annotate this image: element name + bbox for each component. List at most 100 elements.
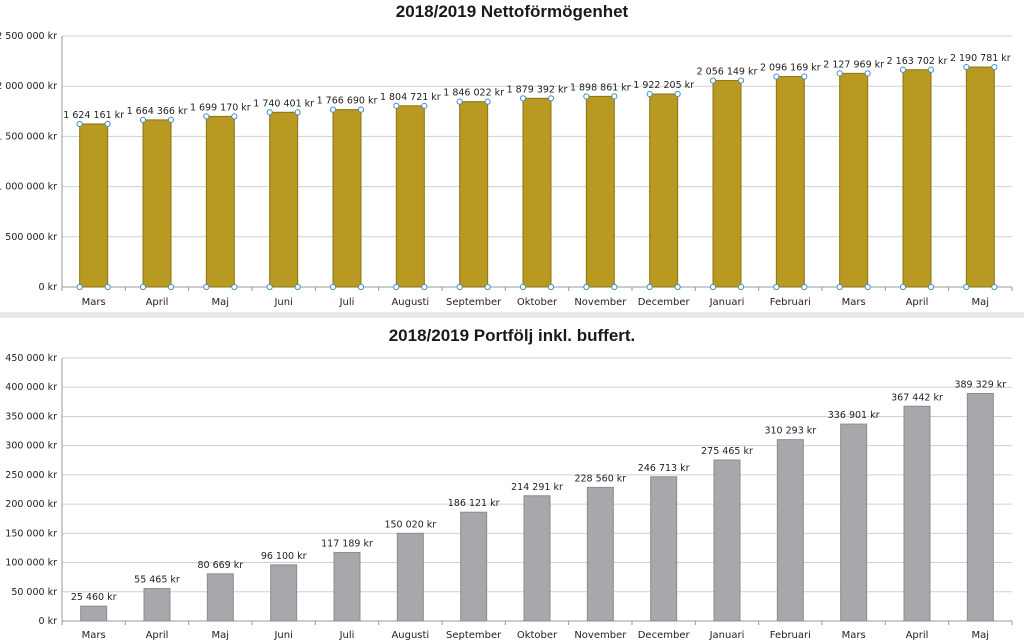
selection-handle[interactable] xyxy=(773,73,780,80)
selection-handle[interactable] xyxy=(801,283,808,291)
selection-handle[interactable] xyxy=(709,283,717,291)
bar[interactable] xyxy=(585,95,615,288)
bar[interactable] xyxy=(205,115,235,288)
selection-handle[interactable] xyxy=(139,116,147,123)
data-label: 1 740 401 kr xyxy=(253,98,314,109)
selection-handle[interactable] xyxy=(963,283,970,291)
bar[interactable] xyxy=(712,80,742,288)
selection-handle[interactable] xyxy=(963,63,970,71)
selection-handle[interactable] xyxy=(674,283,681,291)
selection-handle[interactable] xyxy=(773,283,780,291)
bar[interactable] xyxy=(776,439,804,622)
selection-handle[interactable] xyxy=(864,70,871,77)
selection-handle[interactable] xyxy=(266,283,273,291)
bar[interactable] xyxy=(839,72,869,288)
selection-handle[interactable] xyxy=(836,283,843,291)
bar[interactable] xyxy=(143,588,171,622)
bar[interactable] xyxy=(459,101,489,288)
selection-handle[interactable] xyxy=(393,283,400,291)
y-tick-label: 150 000 kr xyxy=(5,528,57,539)
bar[interactable] xyxy=(650,476,678,622)
selection-handle[interactable] xyxy=(519,283,527,291)
bar[interactable] xyxy=(522,97,552,288)
bar[interactable] xyxy=(903,405,931,622)
selection-handle[interactable] xyxy=(737,283,745,291)
bar[interactable] xyxy=(775,76,805,288)
selection-handle[interactable] xyxy=(927,66,935,73)
selection-handle[interactable] xyxy=(167,116,175,123)
selection-handle[interactable] xyxy=(737,77,745,84)
selection-handle[interactable] xyxy=(519,95,527,102)
selection-handle[interactable] xyxy=(899,283,907,291)
selection-handle[interactable] xyxy=(899,66,907,73)
selection-handle[interactable] xyxy=(611,283,618,291)
bar[interactable] xyxy=(79,123,109,288)
selection-handle[interactable] xyxy=(266,109,273,116)
bar[interactable] xyxy=(206,573,234,622)
x-tick-label: Mars xyxy=(842,297,866,308)
selection-handle[interactable] xyxy=(203,113,210,120)
selection-handle[interactable] xyxy=(421,283,428,291)
selection-handle[interactable] xyxy=(709,77,717,84)
bar[interactable] xyxy=(965,66,995,288)
bar[interactable] xyxy=(80,605,108,622)
selection-handle[interactable] xyxy=(991,283,998,291)
selection-handle[interactable] xyxy=(294,283,301,291)
bar[interactable] xyxy=(649,93,679,288)
selection-handle[interactable] xyxy=(646,283,653,291)
data-label: 2 127 969 kr xyxy=(823,59,884,70)
selection-handle[interactable] xyxy=(864,283,871,291)
selection-handle[interactable] xyxy=(167,283,175,291)
selection-handle[interactable] xyxy=(76,283,83,291)
selection-handle[interactable] xyxy=(231,113,238,120)
bar[interactable] xyxy=(460,511,488,622)
selection-handle[interactable] xyxy=(484,98,491,105)
bar[interactable] xyxy=(270,564,298,622)
selection-handle[interactable] xyxy=(583,283,590,291)
selection-handle[interactable] xyxy=(927,283,935,291)
selection-handle[interactable] xyxy=(139,283,147,291)
selection-handle[interactable] xyxy=(611,93,618,100)
y-tick-label: 500 000 kr xyxy=(5,232,57,243)
bar[interactable] xyxy=(142,119,172,288)
bar[interactable] xyxy=(333,552,361,622)
selection-handle[interactable] xyxy=(484,283,491,291)
bar[interactable] xyxy=(395,105,425,288)
selection-handle[interactable] xyxy=(547,283,555,291)
bar[interactable] xyxy=(586,486,614,622)
bar[interactable] xyxy=(840,423,868,622)
selection-handle[interactable] xyxy=(357,106,365,113)
selection-handle[interactable] xyxy=(329,106,337,113)
selection-handle[interactable] xyxy=(646,90,653,98)
selection-handle[interactable] xyxy=(547,95,555,102)
selection-handle[interactable] xyxy=(104,283,111,291)
selection-handle[interactable] xyxy=(836,70,843,77)
x-tick-label: April xyxy=(906,630,929,641)
selection-handle[interactable] xyxy=(991,63,998,71)
bar[interactable] xyxy=(713,459,741,622)
selection-handle[interactable] xyxy=(76,120,83,128)
selection-handle[interactable] xyxy=(329,283,337,291)
selection-handle[interactable] xyxy=(583,93,590,100)
selection-handle[interactable] xyxy=(674,90,681,98)
selection-handle[interactable] xyxy=(456,98,463,105)
data-label: 1 699 170 kr xyxy=(190,102,251,113)
selection-handle[interactable] xyxy=(357,283,365,291)
selection-handle[interactable] xyxy=(231,283,238,291)
selection-handle[interactable] xyxy=(421,102,428,109)
selection-handle[interactable] xyxy=(203,283,210,291)
bar[interactable] xyxy=(966,392,994,622)
selection-handle[interactable] xyxy=(393,102,400,109)
chart-portfolj[interactable]: 2018/2019 Portfölj inkl. buffert. 0 kr 50… xyxy=(5,326,1013,641)
bar[interactable] xyxy=(523,495,551,622)
bar[interactable] xyxy=(902,69,932,288)
bar[interactable] xyxy=(396,532,424,622)
bar[interactable] xyxy=(269,111,299,288)
selection-handle[interactable] xyxy=(801,73,808,80)
selection-handle[interactable] xyxy=(456,283,463,291)
chart-nettoformogenhet[interactable]: 2018/2019 Nettoförmögenhet 0 kr 500 000 k… xyxy=(0,2,1013,308)
bar[interactable] xyxy=(332,109,362,288)
selection-handle[interactable] xyxy=(294,109,301,116)
selection-handle[interactable] xyxy=(104,120,111,128)
data-label: 228 560 kr xyxy=(574,473,626,484)
